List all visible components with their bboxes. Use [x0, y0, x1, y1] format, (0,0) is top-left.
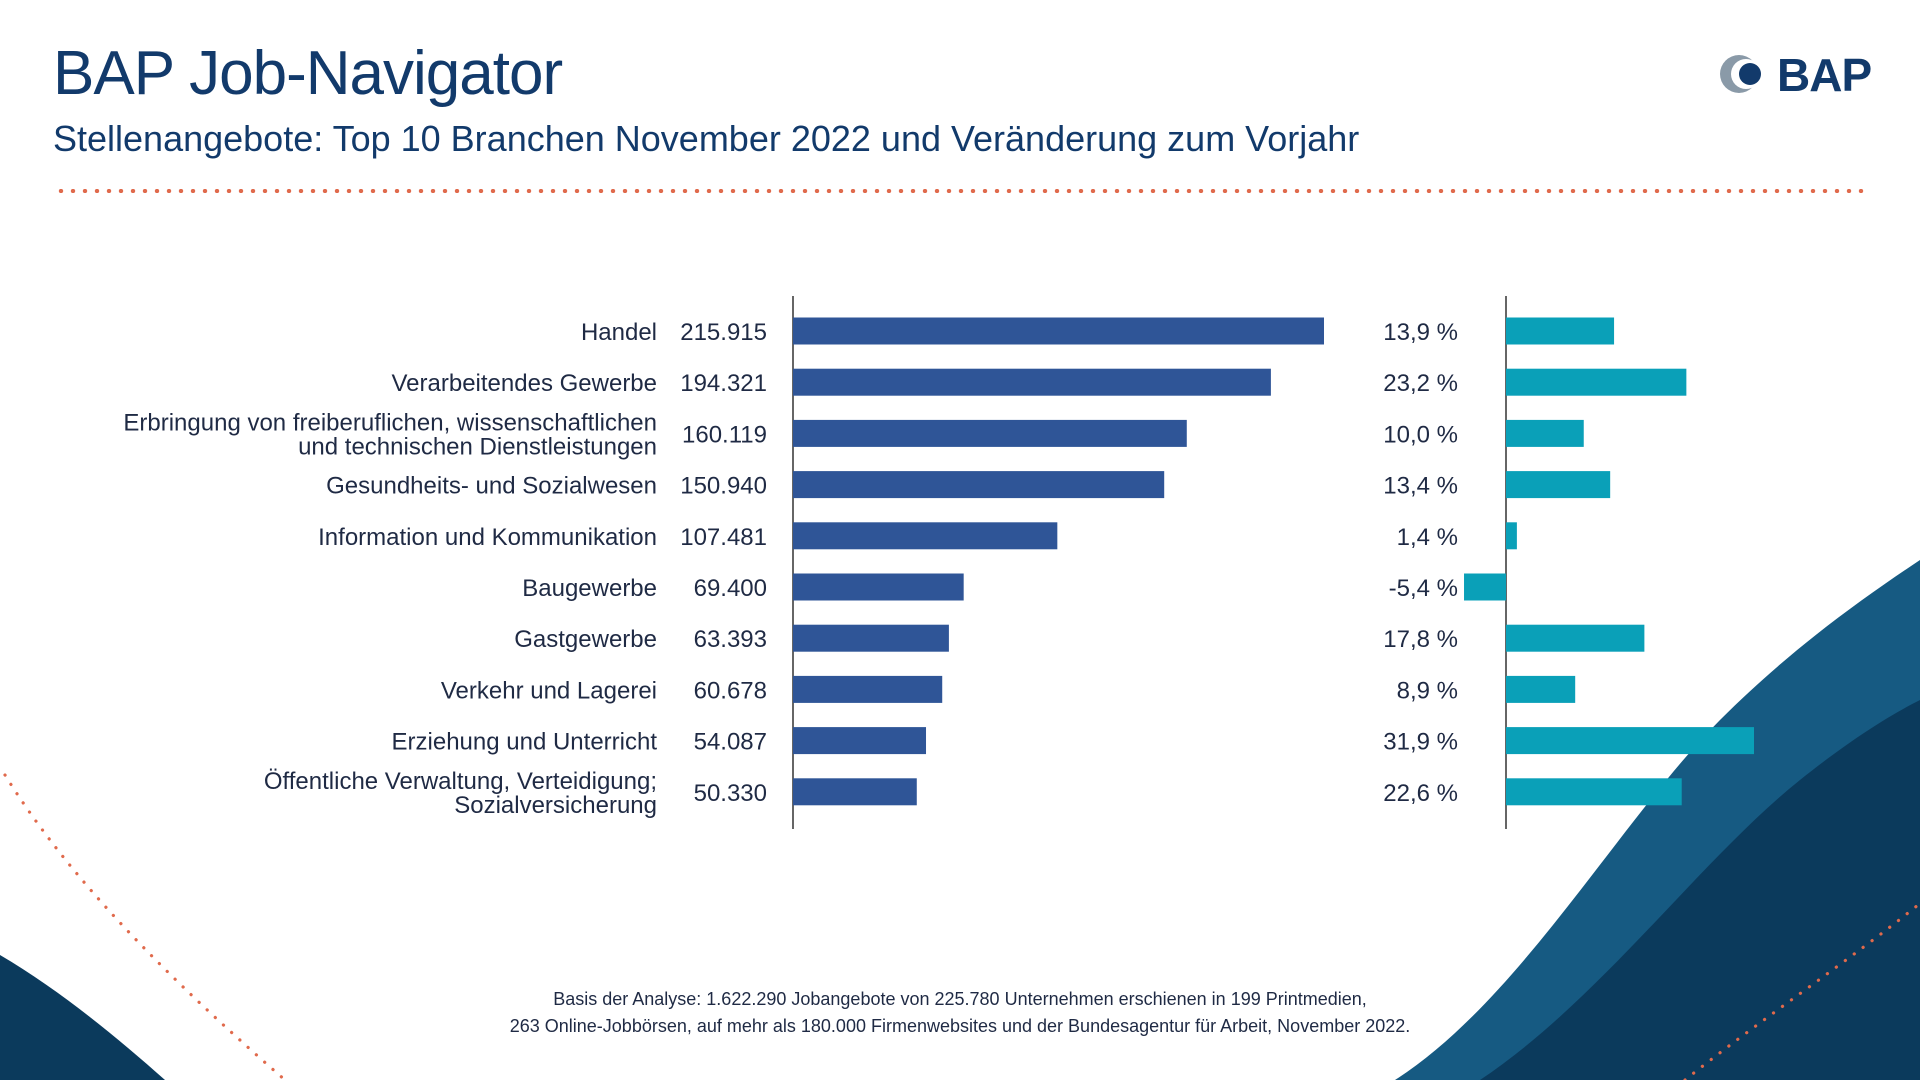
category-label: Verkehr und Lagerei — [441, 677, 657, 704]
value-label: 160.119 — [682, 421, 767, 448]
job-offers-bar — [793, 368, 1271, 396]
footnote-line-1: Basis der Analyse: 1.622.290 Jobangebote… — [553, 989, 1367, 1009]
category-label: Verarbeitendes Gewerbe — [392, 370, 658, 397]
change-bar — [1506, 778, 1682, 806]
change-label: 23,2 % — [1383, 370, 1458, 397]
category-label: Information und Kommunikation — [318, 524, 657, 551]
category-label: Öffentliche Verwaltung, Verteidigung; Soz… — [264, 768, 657, 819]
job-offers-bar — [793, 675, 943, 703]
value-label: 150.940 — [680, 473, 767, 500]
page-title: BAP Job-Navigator — [53, 39, 563, 108]
left-wave — [0, 955, 165, 1080]
change-bar — [1506, 317, 1615, 345]
right-wave-dark — [1480, 700, 1920, 1080]
job-offers-bar — [793, 317, 1324, 345]
change-bar — [1506, 675, 1576, 703]
change-bar — [1506, 522, 1517, 550]
change-label: 31,9 % — [1383, 729, 1458, 756]
value-label: 60.678 — [694, 677, 767, 704]
job-offers-bar — [793, 419, 1187, 447]
job-offers-bar — [793, 522, 1058, 550]
change-label: 8,9 % — [1397, 677, 1458, 704]
change-label: -5,4 % — [1389, 575, 1458, 602]
category-label: Erziehung und Unterricht — [392, 729, 658, 756]
footnote-line-2: 263 Online-Jobbörsen, auf mehr als 180.0… — [509, 1016, 1411, 1036]
category-label: Erbringung von freiberuflichen, wissensc… — [123, 409, 657, 460]
value-label: 63.393 — [694, 626, 767, 653]
job-offers-bar — [793, 727, 927, 755]
change-label: 17,8 % — [1383, 626, 1458, 653]
change-label: 13,4 % — [1383, 473, 1458, 500]
job-offers-bar — [793, 471, 1165, 499]
value-label: 107.481 — [680, 524, 767, 551]
left-dotted-arc — [3, 773, 287, 1080]
category-label: Baugewerbe — [522, 575, 657, 602]
right-dotted-arc — [1683, 903, 1920, 1080]
change-bar — [1506, 471, 1611, 499]
dotted-divider — [55, 189, 1865, 193]
change-bar — [1506, 727, 1754, 755]
change-label: 10,0 % — [1383, 421, 1458, 448]
value-label: 215.915 — [680, 319, 767, 346]
page-subtitle: Stellenangebote: Top 10 Branchen Novembe… — [53, 118, 1360, 159]
change-bar — [1506, 419, 1584, 447]
change-label: 22,6 % — [1383, 780, 1458, 807]
logo-text: BAP — [1777, 49, 1872, 101]
category-label: Handel — [581, 319, 657, 346]
change-label: 1,4 % — [1397, 524, 1458, 551]
category-label: Gesundheits- und Sozialwesen — [326, 473, 657, 500]
change-bar — [1464, 573, 1506, 601]
value-label: 50.330 — [694, 780, 767, 807]
job-offers-bar — [793, 778, 917, 806]
value-label: 194.321 — [680, 370, 767, 397]
change-bar — [1506, 624, 1645, 652]
change-bar — [1506, 368, 1687, 396]
category-label: Gastgewerbe — [514, 626, 657, 653]
value-label: 54.087 — [694, 729, 767, 756]
change-label: 13,9 % — [1383, 319, 1458, 346]
job-offers-bar — [793, 573, 964, 601]
bap-logo-icon — [1720, 55, 1761, 93]
value-label: 69.400 — [694, 575, 767, 602]
job-offers-bar — [793, 624, 949, 652]
